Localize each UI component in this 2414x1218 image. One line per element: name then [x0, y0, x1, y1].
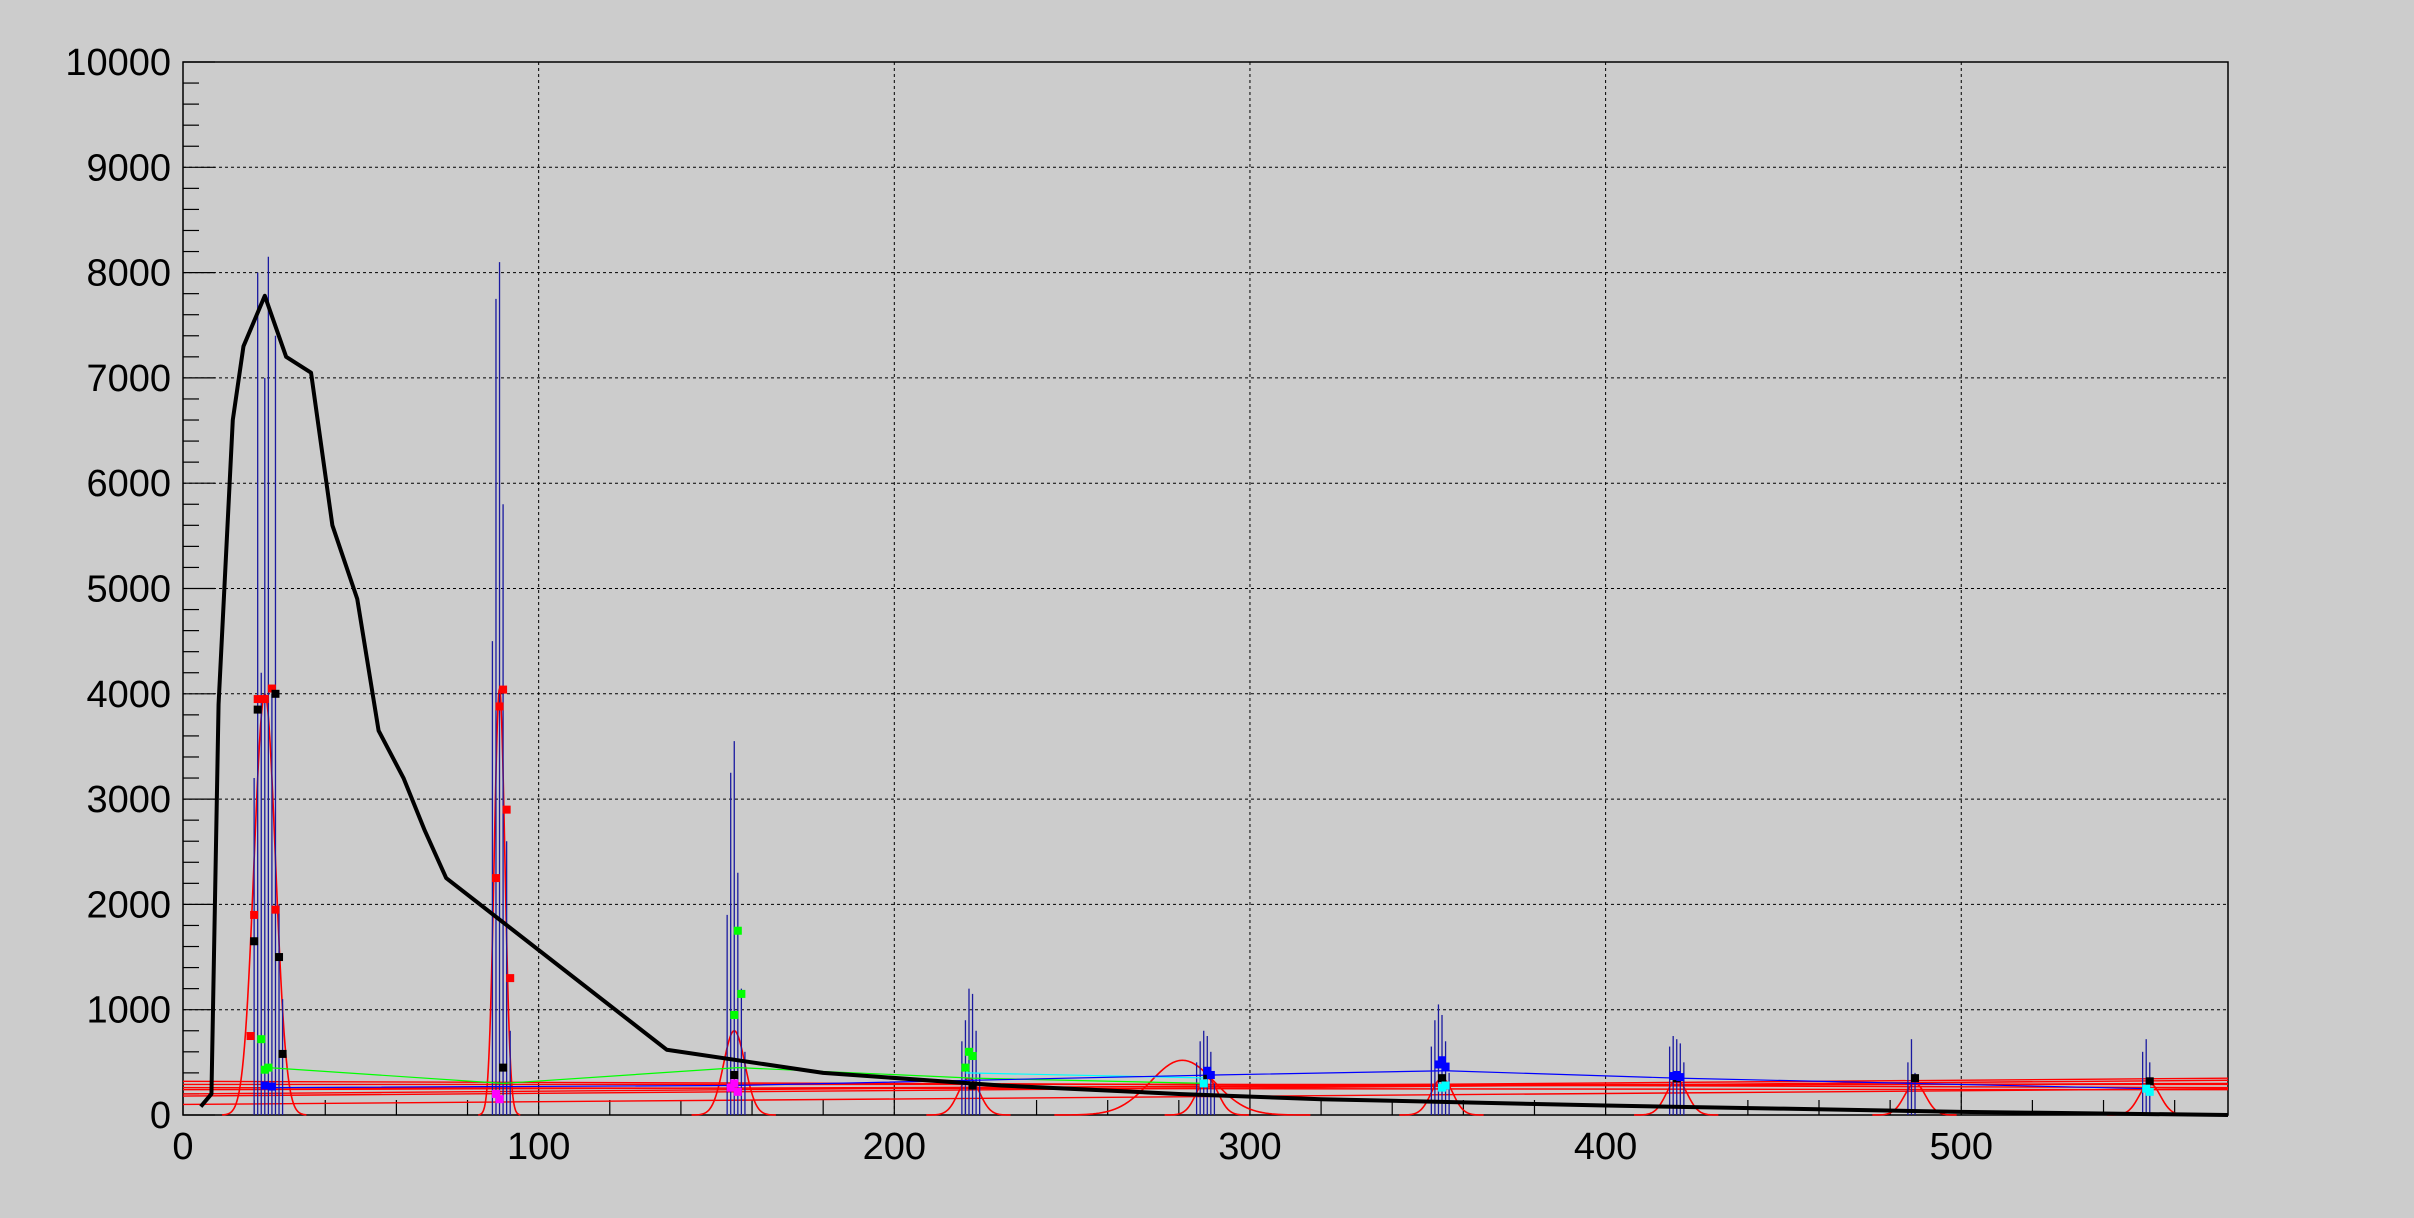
marker-series	[246, 684, 2154, 1104]
marker	[246, 1032, 255, 1041]
connector-line	[268, 1067, 1208, 1085]
marker	[250, 910, 259, 919]
marker	[964, 1047, 973, 1056]
marker	[499, 1063, 508, 1072]
marker	[506, 974, 515, 983]
grid-lines	[183, 62, 2228, 1115]
marker	[1199, 1079, 1208, 1088]
marker	[495, 702, 504, 711]
marker	[267, 684, 276, 693]
connector-line	[965, 1072, 1215, 1079]
y-tick-label: 7000	[86, 358, 171, 400]
x-axis-tick-labels: 0 100 200 300 400 500	[172, 1126, 1993, 1168]
marker	[257, 1035, 266, 1044]
y-tick-label: 1000	[86, 990, 171, 1032]
marker	[733, 926, 742, 935]
marker	[1438, 1074, 1447, 1083]
marker	[250, 937, 259, 946]
marker	[1203, 1066, 1212, 1075]
marker	[260, 695, 269, 704]
marker	[491, 874, 500, 883]
x-tick-label: 100	[507, 1126, 570, 1168]
marker	[1206, 1070, 1215, 1079]
main-curve-series	[199, 293, 2229, 1117]
marker	[733, 1087, 742, 1096]
marker	[730, 1070, 739, 1079]
y-axis-tick-labels: 0 1000 2000 3000 4000 5000 6000 7000 8000 9000 100…	[65, 42, 171, 1137]
marker	[502, 805, 511, 814]
marker	[499, 685, 508, 694]
marker	[737, 989, 746, 998]
x-tick-label: 500	[1930, 1126, 1993, 1168]
y-tick-label: 8000	[86, 253, 171, 295]
y-tick-label: 9000	[86, 147, 171, 189]
marker	[264, 1063, 273, 1072]
y-tick-label: 0	[150, 1095, 171, 1137]
marker	[2145, 1087, 2154, 1096]
marker	[2145, 1077, 2154, 1086]
connector-lines	[268, 1067, 2150, 1090]
y-tick-label: 5000	[86, 569, 171, 611]
marker	[1438, 1056, 1447, 1065]
marker	[968, 1081, 977, 1090]
x-tick-label: 0	[172, 1126, 193, 1168]
y-tick-label: 2000	[86, 884, 171, 926]
fit-curves	[182, 688, 2229, 1116]
marker	[730, 1010, 739, 1019]
marker	[271, 905, 280, 914]
x-tick-label: 300	[1218, 1126, 1281, 1168]
y-tick-label: 4000	[86, 674, 171, 716]
marker	[1441, 1081, 1450, 1090]
y-tick-label: 6000	[86, 463, 171, 505]
fit-baseline	[182, 1086, 2229, 1091]
connector-line	[268, 1070, 2150, 1090]
marker	[260, 1081, 269, 1090]
marker	[1441, 1062, 1450, 1071]
marker	[968, 1052, 977, 1061]
marker	[730, 1079, 739, 1088]
marker	[253, 705, 262, 714]
marker	[491, 1089, 500, 1098]
fit-peak	[1054, 1059, 1311, 1116]
y-tick-label: 3000	[86, 779, 171, 821]
x-tick-label: 400	[1574, 1126, 1637, 1168]
marker	[1676, 1073, 1685, 1082]
marker	[278, 1049, 287, 1058]
x-tick-label: 200	[863, 1126, 926, 1168]
marker	[495, 1095, 504, 1104]
marker	[253, 695, 262, 704]
marker	[267, 1082, 276, 1091]
marker	[275, 953, 284, 962]
marker	[1434, 1060, 1443, 1069]
marker	[961, 1063, 970, 1072]
main-curve-line	[199, 293, 2229, 1117]
marker	[1911, 1074, 1920, 1083]
y-tick-label: 10000	[65, 42, 171, 84]
marker	[271, 689, 280, 698]
marker	[726, 1083, 735, 1092]
